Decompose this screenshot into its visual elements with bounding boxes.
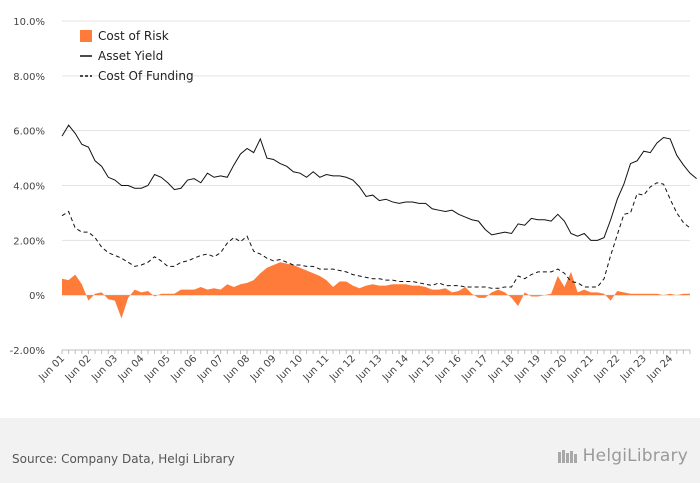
legend-label-asset-yield: Asset Yield <box>98 49 163 63</box>
series-asset-yield-line <box>61 124 697 241</box>
x-tick-label: Jun 20 <box>539 353 570 384</box>
y-tick-label: 0% <box>29 291 45 302</box>
brand-name: HelgiLibrary <box>582 446 688 466</box>
chart: 10.0% 8.00% 6.00% 4.00% 2.00% 0% -2.00% Jun 01… <box>10 17 697 384</box>
x-tick-label: Jun 17 <box>459 353 490 384</box>
x-tick-label: Jun 16 <box>433 353 464 384</box>
x-tick-label: Jun 08 <box>221 353 252 384</box>
y-axis: 10.0% 8.00% 6.00% 4.00% 2.00% 0% -2.00% <box>10 17 45 357</box>
y-tick-label: 6.00% <box>13 127 45 138</box>
brand-logo: HelgiLibrary <box>557 446 688 466</box>
series-cost-of-funding-line <box>61 182 691 289</box>
x-tick-label: Jun 13 <box>354 353 385 384</box>
y-tick-label: 10.0% <box>13 17 45 28</box>
legend-label-cost-of-risk: Cost of Risk <box>98 29 169 43</box>
source-note: Source: Company Data, Helgi Library <box>12 452 235 466</box>
x-tick-label: Jun 12 <box>327 353 358 384</box>
x-tick-label: Jun 01 <box>36 353 67 384</box>
x-tick-label: Jun 22 <box>592 353 623 384</box>
x-tick-label: Jun 02 <box>63 353 94 384</box>
x-tick-label: Jun 23 <box>618 353 649 384</box>
x-tick-label: Jun 14 <box>380 353 411 384</box>
x-tick-label: Jun 09 <box>248 353 279 384</box>
x-tick-label: Jun 03 <box>89 353 120 384</box>
legend-label-cost-of-funding: Cost Of Funding <box>98 69 194 83</box>
x-tick-label: Jun 19 <box>512 353 543 384</box>
legend-swatch-cost-of-risk <box>80 30 92 42</box>
y-tick-label: 4.00% <box>13 182 45 193</box>
y-tick-label: 8.00% <box>13 72 45 83</box>
plot-area <box>61 124 697 319</box>
library-icon <box>557 450 577 463</box>
series-cost-of-risk-area <box>62 262 690 319</box>
x-tick-label: Jun 15 <box>407 353 438 384</box>
x-tick-label: Jun 24 <box>645 353 676 384</box>
x-tick-label: Jun 06 <box>169 353 200 384</box>
x-tick-label: Jun 04 <box>116 353 147 384</box>
x-tick-label: Jun 05 <box>142 353 173 384</box>
footer-bar <box>0 418 700 483</box>
x-tick-label: Jun 07 <box>195 353 226 384</box>
x-tick-label: Jun 21 <box>565 353 596 384</box>
legend: Cost of Risk Asset Yield Cost Of Funding <box>80 29 194 83</box>
x-tick-label: Jun 10 <box>274 353 305 384</box>
y-tick-label: -2.00% <box>10 346 45 357</box>
y-tick-label: 2.00% <box>13 236 45 247</box>
x-tick-label: Jun 18 <box>486 353 517 384</box>
x-tick-label: Jun 11 <box>301 353 332 384</box>
